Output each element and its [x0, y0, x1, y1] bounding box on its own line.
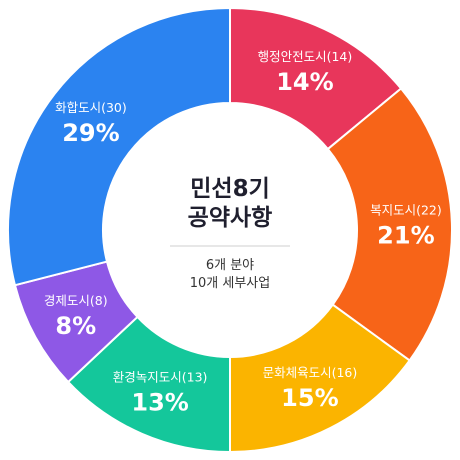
slice-label-2: 문화체육도시(16) [263, 365, 358, 380]
slice-percent-4: 8% [55, 312, 96, 340]
center-subtitle-line-1: 6개 분야 [206, 258, 254, 273]
donut-slices [7, 6, 453, 454]
slice-percent-2: 15% [281, 384, 338, 412]
center-hole [103, 103, 357, 357]
slice-label-4: 경제도시(8) [44, 293, 108, 308]
slice-label-1: 복지도시(22) [370, 202, 442, 217]
slice-percent-1: 21% [377, 221, 434, 249]
slice-label-3: 환경녹지도시(13) [113, 370, 208, 385]
slice-percent-3: 13% [131, 389, 188, 417]
slice-label-0: 행정안전도시(14) [258, 49, 353, 64]
center-title-line-1: 민선8기 [190, 176, 269, 202]
slice-label-5: 화합도시(30) [55, 100, 127, 115]
slice-labels: 행정안전도시(14) 14% 복지도시(22) 21% 문화체육도시(16) 15% 환경녹… [44, 49, 442, 417]
center-label: 민선8기 공약사항 6개 분야 10개 세부사업 [170, 176, 290, 291]
center-subtitle-line-2: 10개 세부사업 [190, 276, 270, 291]
slice-percent-5: 29% [62, 119, 119, 147]
slice-percent-0: 14% [276, 68, 333, 96]
center-title-line-2: 공약사항 [188, 205, 273, 231]
